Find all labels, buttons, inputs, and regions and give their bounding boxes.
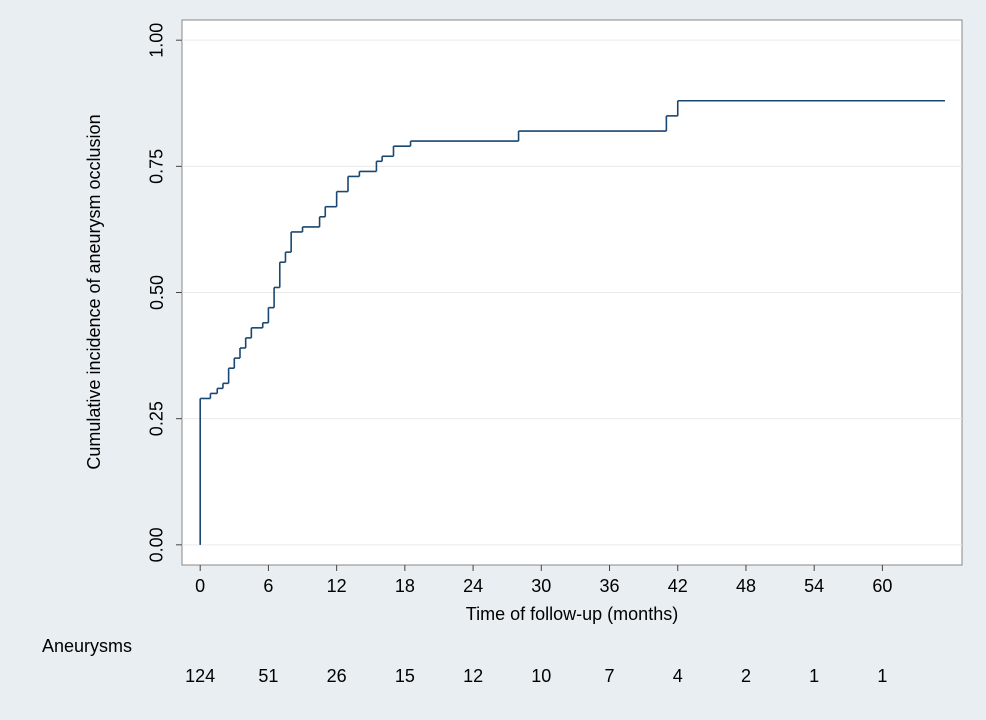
- y-tick-label: 0.25: [147, 401, 167, 436]
- x-tick-label: 36: [600, 576, 620, 596]
- risk-count: 10: [531, 666, 551, 686]
- x-tick-label: 6: [263, 576, 273, 596]
- x-tick-label: 60: [872, 576, 892, 596]
- y-tick-label: 0.00: [147, 527, 167, 562]
- x-tick-label: 42: [668, 576, 688, 596]
- risk-count: 2: [741, 666, 751, 686]
- risk-count: 1: [877, 666, 887, 686]
- x-tick-label: 12: [327, 576, 347, 596]
- y-tick-label: 0.75: [147, 149, 167, 184]
- risk-count: 124: [185, 666, 215, 686]
- risk-count: 1: [809, 666, 819, 686]
- risk-table-label: Aneurysms: [42, 636, 132, 656]
- risk-count: 26: [327, 666, 347, 686]
- y-tick-label: 1.00: [147, 23, 167, 58]
- y-axis-label: Cumulative incidence of aneurysm occlusi…: [84, 114, 104, 469]
- risk-count: 15: [395, 666, 415, 686]
- x-axis-label: Time of follow-up (months): [466, 604, 678, 624]
- risk-count: 7: [605, 666, 615, 686]
- y-tick-label: 0.50: [147, 275, 167, 310]
- x-tick-label: 54: [804, 576, 824, 596]
- risk-count: 4: [673, 666, 683, 686]
- risk-count: 12: [463, 666, 483, 686]
- x-tick-label: 0: [195, 576, 205, 596]
- x-tick-label: 18: [395, 576, 415, 596]
- x-tick-label: 48: [736, 576, 756, 596]
- risk-count: 51: [258, 666, 278, 686]
- x-tick-label: 24: [463, 576, 483, 596]
- x-tick-label: 30: [531, 576, 551, 596]
